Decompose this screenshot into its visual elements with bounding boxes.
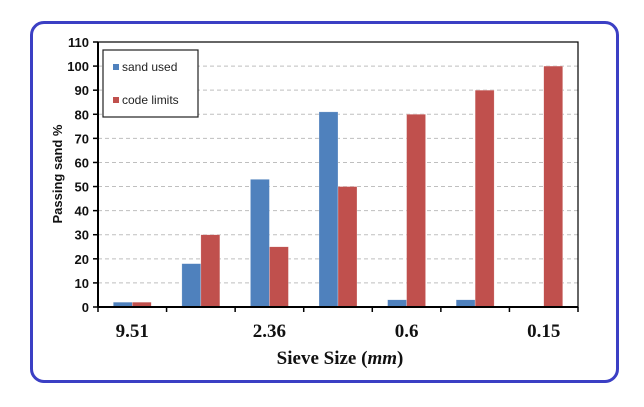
y-tick-label: 90 xyxy=(75,83,89,98)
bar-sand-used-1.18 xyxy=(318,111,339,308)
bar-sand-used-2.36 xyxy=(250,179,270,308)
y-tick-label: 10 xyxy=(75,276,89,291)
bar-sand-used-4.75 xyxy=(181,263,202,308)
bar-code-limits-0.6 xyxy=(406,114,426,308)
x-tick-labels: 9.51 2.36 0.6 0.15 xyxy=(116,321,561,342)
bar-code-limits-0.3 xyxy=(474,89,495,308)
x-tick-label: 0.6 xyxy=(395,321,419,342)
legend-label: sand used xyxy=(122,60,177,74)
y-tick-label: 20 xyxy=(75,252,89,267)
bar-code-limits-4.75 xyxy=(200,234,221,308)
y-tick-label: 100 xyxy=(67,59,89,74)
x-axis-label-text: Sieve Size xyxy=(277,348,357,369)
y-tick-label: 70 xyxy=(75,131,89,146)
legend-label: code limits xyxy=(122,93,179,107)
legend: sand used code limits xyxy=(102,49,199,118)
y-axis-label: Passing sand % xyxy=(50,124,65,223)
bar-code-limits-1.18 xyxy=(337,186,358,308)
y-tick-label: 50 xyxy=(75,180,89,195)
x-tick-label: 9.51 xyxy=(116,321,149,342)
bar-sand-used-0.3 xyxy=(455,299,476,308)
y-tick-label: 0 xyxy=(82,300,89,315)
x-tick-label: 0.15 xyxy=(527,321,560,342)
y-tick-labels: 0 10 20 30 40 50 60 70 80 90 100 110 xyxy=(67,35,89,315)
y-tick-label: 30 xyxy=(75,228,89,243)
x-axis-label: Sieve Size (mm) xyxy=(277,348,404,369)
legend-swatch-code-limits xyxy=(113,97,119,103)
y-tick-label: 60 xyxy=(75,155,89,170)
bar-code-limits-0.15 xyxy=(543,65,563,308)
bar-code-limits-2.36 xyxy=(269,246,289,308)
x-axis-unit: mm xyxy=(367,348,397,369)
y-tick-label: 80 xyxy=(75,107,89,122)
x-tick-label: 2.36 xyxy=(253,321,286,342)
chart-frame xyxy=(30,21,619,383)
bar-sand-used-0.6 xyxy=(387,299,407,308)
bars xyxy=(113,65,563,308)
legend-box xyxy=(102,49,199,118)
y-tick-label: 110 xyxy=(68,35,89,50)
axes xyxy=(93,41,579,312)
legend-swatch-sand-used xyxy=(113,64,119,70)
y-tick-label: 40 xyxy=(75,204,89,219)
